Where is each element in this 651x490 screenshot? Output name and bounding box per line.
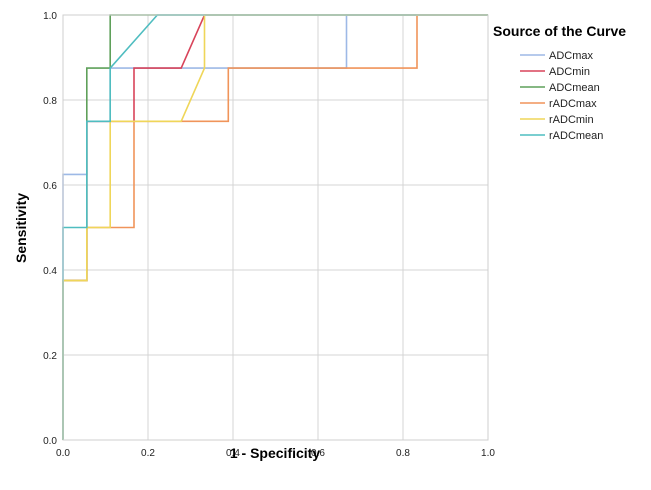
x-tick-label: 0.8 [396, 448, 410, 459]
legend-label: ADCmin [549, 66, 590, 78]
legend: Source of the Curve ADCmax ADCmin ADCmean r… [493, 23, 626, 142]
y-tick-label: 0.2 [43, 351, 57, 362]
y-tick-label: 0.8 [43, 96, 57, 107]
legend-title: Source of the Curve [493, 23, 626, 39]
x-axis-title: 1 - Specificity [230, 445, 320, 461]
legend-item: rADCmin [520, 114, 594, 126]
x-tick-label: 0.0 [56, 448, 70, 459]
legend-item: ADCmean [520, 82, 600, 94]
legend-label: rADCmin [549, 114, 594, 126]
x-tick-label: 1.0 [481, 448, 495, 459]
x-tick-label: 0.6 [311, 448, 325, 459]
legend-item: ADCmax [520, 50, 594, 62]
legend-item: rADCmax [520, 98, 597, 110]
y-tick-label: 1.0 [43, 11, 57, 22]
x-tick-label: 0.4 [226, 448, 240, 459]
x-tick-label: 0.2 [141, 448, 155, 459]
legend-item: ADCmin [520, 66, 590, 78]
legend-label: rADCmax [549, 98, 597, 110]
y-tick-label: 0.0 [43, 436, 57, 447]
legend-item: rADCmean [520, 130, 603, 142]
y-tick-label: 0.4 [43, 266, 57, 277]
roc-curve-radcmean [62, 14, 488, 440]
x-axis-ticks: 0.0 0.2 0.4 0.6 0.8 1.0 [56, 448, 495, 459]
plot-frame [62, 14, 489, 441]
legend-label: ADCmax [549, 50, 594, 62]
legend-label: ADCmean [549, 82, 600, 94]
y-axis-ticks: 0.0 0.2 0.4 0.6 0.8 1.0 [43, 11, 57, 447]
legend-label: rADCmean [549, 130, 603, 142]
roc-curve-radcmin [62, 14, 488, 440]
y-axis-title: Sensitivity [13, 193, 29, 263]
y-tick-label: 0.6 [43, 181, 57, 192]
